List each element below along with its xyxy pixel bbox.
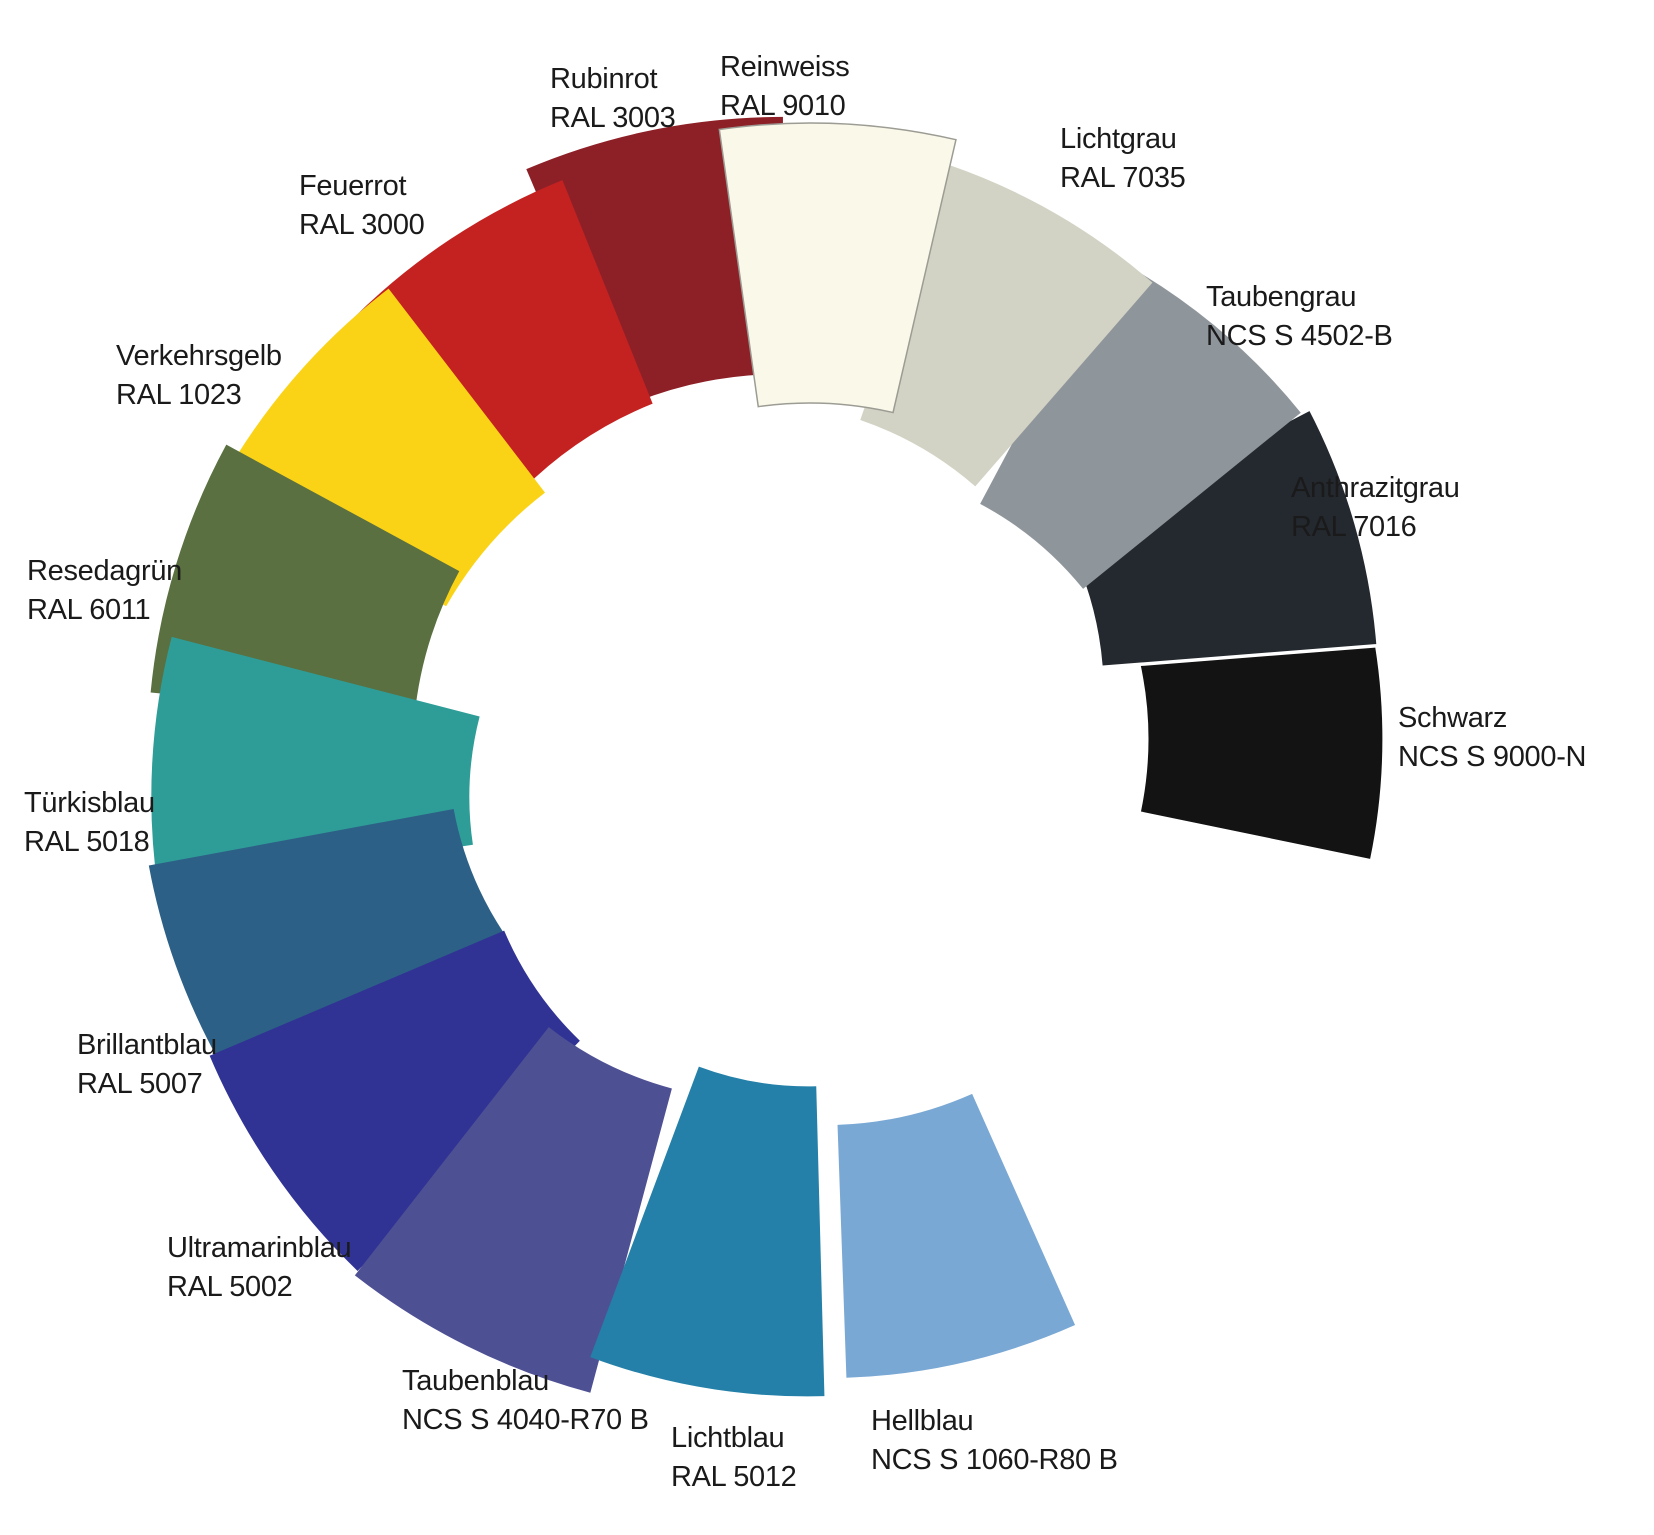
swatch-name: Taubenblau bbox=[402, 1365, 549, 1397]
swatch-code: RAL 6011 bbox=[27, 594, 151, 626]
swatch-label-resedagruen: Resedagrün RAL 6011 bbox=[27, 552, 182, 630]
swatch-label-anthrazitgrau: Anthrazitgrau RAL 7016 bbox=[1291, 469, 1460, 547]
swatch-label-schwarz: Schwarz NCS S 9000-N bbox=[1398, 699, 1587, 777]
swatch-name: Schwarz bbox=[1398, 702, 1508, 734]
swatch-ultramarinblau bbox=[209, 930, 580, 1271]
swatch-name: Rubinrot bbox=[550, 63, 658, 95]
swatch-code: RAL 5018 bbox=[24, 826, 150, 858]
swatch-name: Anthrazitgrau bbox=[1291, 472, 1460, 504]
swatch-name: Hellblau bbox=[871, 1405, 974, 1437]
swatch-label-verkehrsgelb: Verkehrsgelb RAL 1023 bbox=[116, 337, 282, 415]
swatch-label-lichtblau: Lichtblau RAL 5012 bbox=[671, 1419, 797, 1497]
swatch-code: RAL 5007 bbox=[77, 1068, 203, 1100]
swatch-label-tuerkisblau: Türkisblau RAL 5018 bbox=[24, 784, 155, 862]
swatch-brillantblau bbox=[148, 808, 504, 1105]
swatch-feuerrot bbox=[351, 180, 653, 490]
swatch-code: RAL 1023 bbox=[116, 379, 242, 411]
swatch-name: Lichtblau bbox=[671, 1422, 785, 1454]
swatch-name: Lichtgrau bbox=[1060, 123, 1177, 155]
swatch-resedagruen bbox=[150, 444, 460, 718]
swatch-code: RAL 7035 bbox=[1060, 162, 1186, 194]
swatch-label-reinweiss: Reinweiss RAL 9010 bbox=[720, 48, 850, 126]
swatch-name: Feuerrot bbox=[299, 170, 407, 202]
swatch-code: NCS S 4040-R70 B bbox=[402, 1404, 649, 1436]
swatch-name: Türkisblau bbox=[24, 787, 155, 819]
swatch-code: NCS S 1060-R80 B bbox=[871, 1444, 1118, 1476]
swatch-reinweiss bbox=[718, 122, 957, 414]
swatch-label-hellblau: Hellblau NCS S 1060-R80 B bbox=[871, 1402, 1118, 1480]
swatch-code: RAL 3003 bbox=[550, 102, 676, 134]
swatch-label-rubinrot: Rubinrot RAL 3003 bbox=[550, 60, 676, 138]
swatch-code: RAL 5012 bbox=[671, 1461, 797, 1493]
swatch-code: NCS S 4502-B bbox=[1206, 320, 1393, 352]
swatch-label-taubenblau: Taubenblau NCS S 4040-R70 B bbox=[402, 1362, 649, 1440]
swatch-label-ultramarinblau: Ultramarinblau RAL 5002 bbox=[167, 1229, 352, 1307]
swatch-label-feuerrot: Feuerrot RAL 3000 bbox=[299, 167, 425, 245]
swatch-code: RAL 3000 bbox=[299, 209, 425, 241]
swatch-code: RAL 9010 bbox=[720, 90, 846, 122]
swatch-lichtgrau bbox=[860, 164, 1153, 487]
swatch-label-taubengrau: Taubengrau NCS S 4502-B bbox=[1206, 278, 1393, 356]
swatch-code: NCS S 9000-N bbox=[1398, 741, 1587, 773]
swatch-name: Verkehrsgelb bbox=[116, 340, 282, 372]
swatch-name: Resedagrün bbox=[27, 555, 182, 587]
swatch-name: Brillantblau bbox=[77, 1029, 217, 1061]
swatch-label-lichtgrau: Lichtgrau RAL 7035 bbox=[1060, 120, 1186, 198]
swatch-taubenblau bbox=[354, 1027, 672, 1393]
swatch-name: Taubengrau bbox=[1206, 281, 1357, 313]
swatch-taubengrau bbox=[980, 256, 1301, 589]
swatch-name: Reinweiss bbox=[720, 51, 850, 83]
swatch-label-brillantblau: Brillantblau RAL 5007 bbox=[77, 1026, 217, 1104]
swatch-lichtblau bbox=[590, 1066, 825, 1397]
swatch-hellblau bbox=[837, 1093, 1076, 1378]
swatch-verkehrsgelb bbox=[222, 288, 546, 607]
swatch-name: Ultramarinblau bbox=[167, 1232, 352, 1264]
swatch-code: RAL 5002 bbox=[167, 1271, 293, 1303]
swatch-rubinrot bbox=[526, 116, 783, 406]
swatch-code: RAL 7016 bbox=[1291, 511, 1417, 543]
swatch-schwarz bbox=[1138, 602, 1383, 859]
